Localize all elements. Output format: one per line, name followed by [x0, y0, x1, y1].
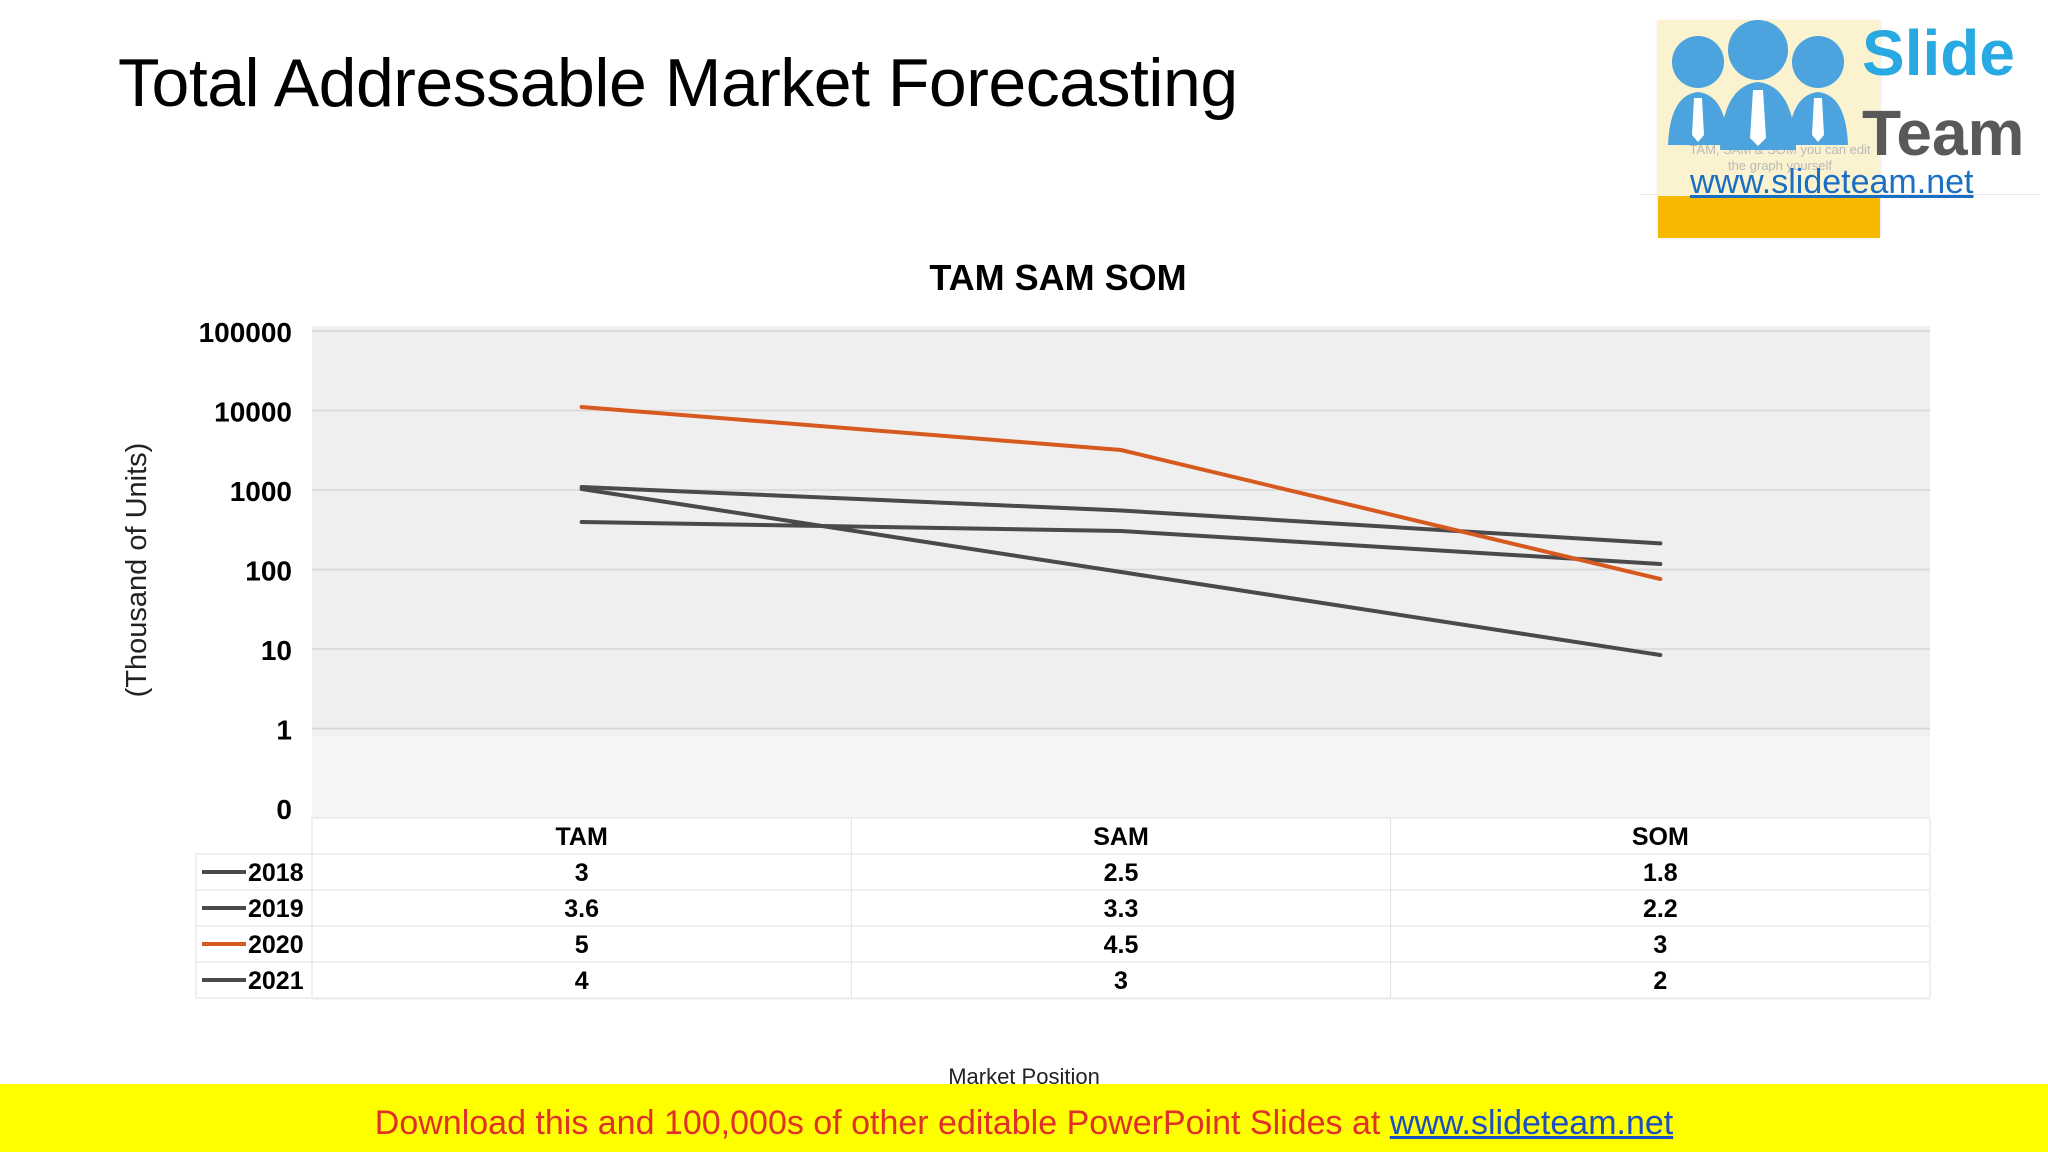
data-point-2020 — [1658, 577, 1663, 581]
table-cell-value: 1.8 — [1643, 859, 1678, 887]
table-cell-value: 3.6 — [564, 895, 599, 923]
data-point-2018 — [1658, 541, 1663, 546]
series-lines — [579, 405, 1663, 657]
table-cell-value: 3.3 — [1104, 895, 1139, 923]
data-point-2019 — [1119, 529, 1123, 533]
y-axis-title: (Thousand of Units) — [121, 443, 153, 698]
table-cell-value: 2.2 — [1643, 895, 1678, 923]
team-people-icon — [1668, 20, 1848, 150]
table-cell-value: 3 — [575, 859, 589, 887]
table-header-tam: TAM — [556, 823, 608, 851]
data-table: TAM SAM SOM 2018 3 2.5 1.8 2019 3.6 3.3 2.2 2020 5 4.… — [195, 817, 1931, 999]
legend-label-2021: 2021 — [248, 967, 304, 995]
data-point-2019 — [579, 520, 584, 524]
sticky-note-strip — [1658, 196, 1880, 238]
y-tick-label: 0 — [276, 794, 292, 825]
table-cell-value: 3 — [1114, 967, 1128, 995]
footer-message: Download this and 100,000s of other edit… — [374, 1104, 1390, 1142]
data-point-2020 — [1119, 448, 1123, 452]
data-point-2020 — [579, 405, 584, 409]
y-tick-label: 1 — [276, 715, 292, 746]
footer-link[interactable]: www.slideteam.net — [1389, 1104, 1674, 1142]
legend-label-2020: 2020 — [248, 931, 304, 959]
table-header-som: SOM — [1632, 823, 1689, 851]
slideteam-logo: TAM, SAM & SOM you can edit the graph yo… — [1640, 0, 2048, 240]
y-tick-label: 10000 — [214, 397, 292, 428]
table-cell-value: 3 — [1653, 931, 1667, 959]
y-tick-label: 100000 — [199, 317, 292, 348]
table-header-sam: SAM — [1093, 823, 1149, 851]
legend-label-2019: 2019 — [248, 895, 304, 923]
slide-title: Total Addressable Market Forecasting — [118, 45, 1238, 121]
logo-url-link[interactable]: www.slideteam.net — [1690, 163, 1974, 201]
table-cell-value: 5 — [575, 931, 589, 959]
legend-label-2018: 2018 — [248, 859, 304, 887]
data-point-2019 — [1658, 562, 1663, 566]
table-cell-value: 2.5 — [1104, 859, 1139, 887]
data-point-2021 — [1658, 653, 1663, 657]
data-point-2018 — [1119, 508, 1123, 513]
footer-banner — [0, 1084, 2048, 1152]
table-cell-value: 4 — [575, 967, 589, 995]
logo-brand-slide: Slide — [1862, 17, 2015, 89]
data-point-2021 — [579, 487, 584, 491]
y-tick-label: 100 — [245, 556, 292, 587]
chart-title: TAM SAM SOM — [929, 257, 1186, 298]
table-cell-value: 2 — [1653, 967, 1667, 995]
data-point-2021 — [1119, 570, 1123, 574]
table-cell-value: 4.5 — [1104, 931, 1139, 959]
y-tick-label: 1000 — [230, 476, 292, 507]
footer-text: Download this and 100,000s of other edit… — [0, 1104, 2048, 1143]
logo-brand-team: Team — [1862, 97, 2025, 169]
y-tick-label: 10 — [261, 635, 292, 666]
